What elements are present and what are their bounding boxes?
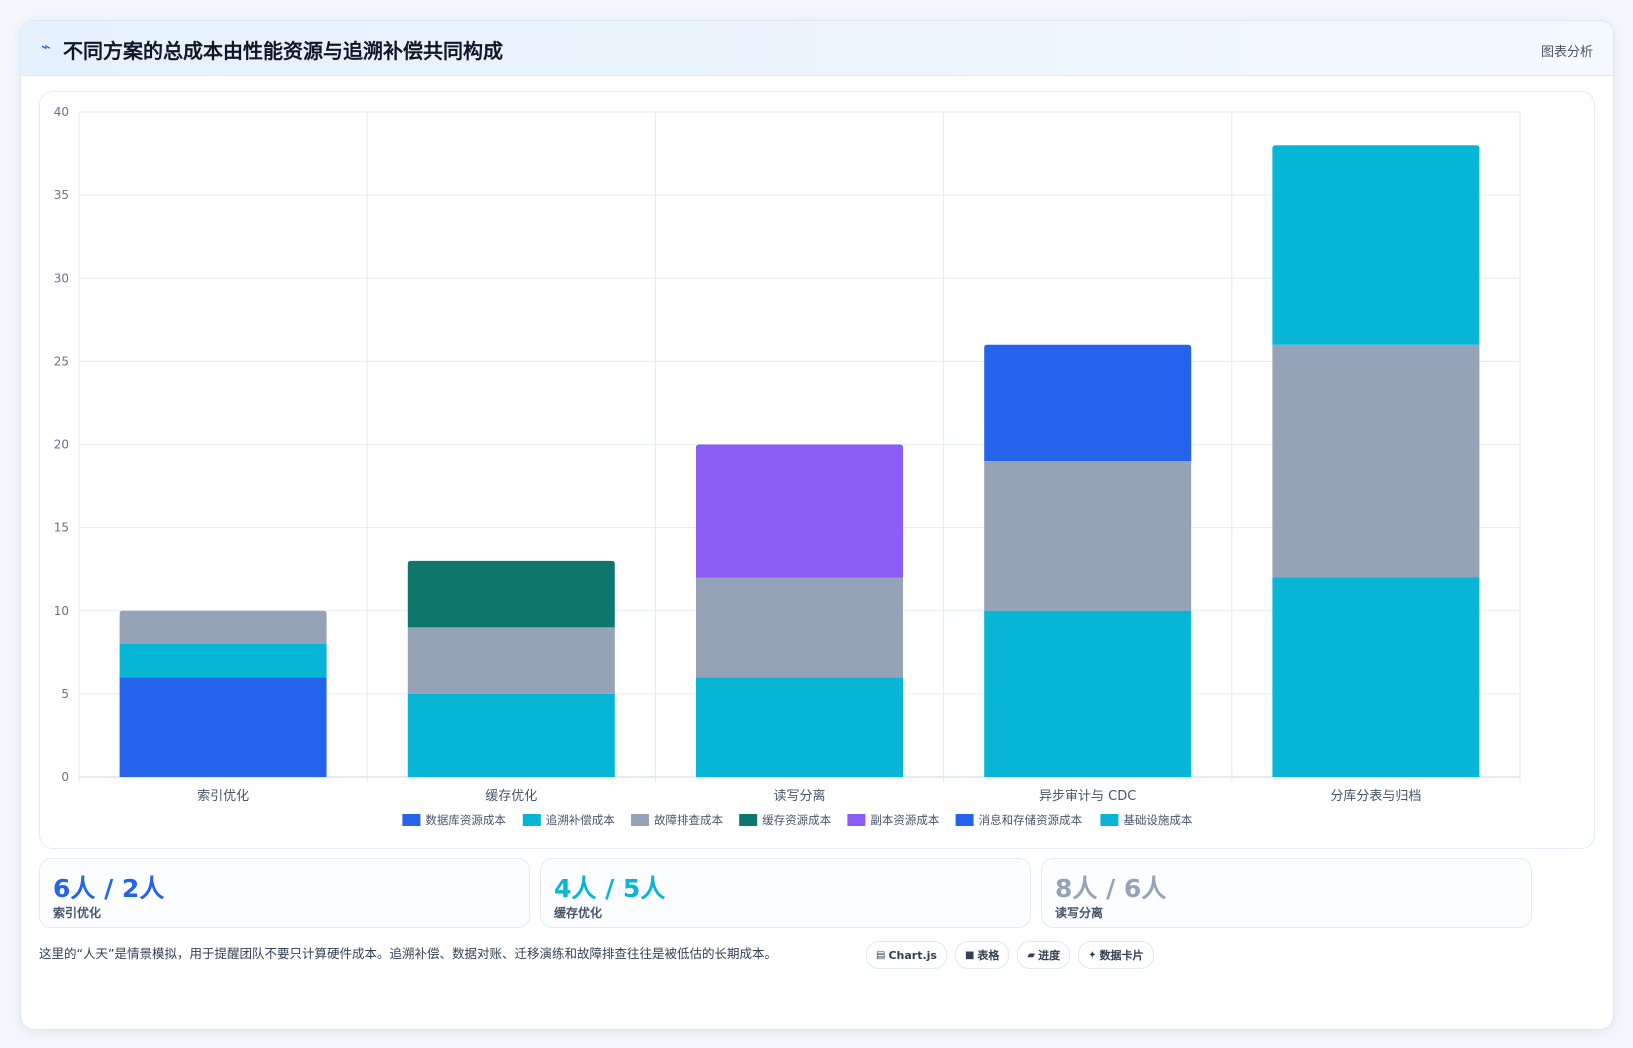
legend-label: 基础设施成本 [1123, 813, 1192, 827]
header-tag: 图表分析 [1540, 45, 1593, 60]
y-tick-label: 25 [54, 354, 69, 368]
stat-card-index: 6人 / 2人 索引优化 [39, 858, 530, 928]
legend-swatch [402, 814, 421, 826]
bar-segment [407, 627, 615, 694]
y-tick-label: 30 [54, 271, 69, 285]
legend-label: 消息和存储资源成本 [979, 813, 1083, 827]
chart-icon: ▤ [876, 949, 886, 961]
legend-swatch [1100, 814, 1119, 826]
bar-segment [407, 693, 615, 777]
pulse-icon: ⌁ [41, 37, 51, 56]
bar-segment [119, 644, 327, 678]
x-tick-label: 缓存优化 [485, 789, 537, 804]
chip-table[interactable]: ■ 表格 [954, 941, 1010, 969]
sparkle-icon: ✦ [1088, 949, 1097, 961]
legend-label: 数据库资源成本 [425, 813, 506, 827]
legend-swatch [739, 814, 758, 826]
y-tick-label: 0 [61, 770, 69, 784]
y-tick-label: 15 [54, 521, 69, 535]
bar-segment [1272, 577, 1480, 777]
chip-label: 表格 [977, 949, 1000, 962]
x-tick-label: 读写分离 [773, 788, 825, 804]
legend-swatch [955, 814, 974, 826]
bar-segment [984, 610, 1192, 777]
legend-swatch [847, 814, 866, 826]
table-icon: ■ [964, 949, 975, 961]
panel-header: ⌁ 不同方案的总成本由性能资源与追溯补偿共同构成 图表分析 [21, 21, 1613, 76]
footnote: 这里的“人天”是情景模拟，用于提醒团队不要只计算硬件成本。追溯补偿、数据对账、迁… [39, 946, 777, 961]
progress-icon: ▰ [1027, 949, 1036, 961]
bar-segment [119, 610, 327, 644]
stat-label: 缓存优化 [554, 906, 603, 920]
legend-label: 故障排查成本 [654, 813, 723, 827]
bar-segment [696, 677, 903, 777]
page-title: 不同方案的总成本由性能资源与追溯补偿共同构成 [63, 39, 503, 63]
bar-segment [119, 677, 327, 777]
chip-label: 进度 [1038, 949, 1061, 962]
legend-label: 缓存资源成本 [762, 813, 831, 827]
bar-segment [984, 344, 1192, 462]
chart-panel: ⌁ 不同方案的总成本由性能资源与追溯补偿共同构成 图表分析 0 5 10 15 20 25… [20, 20, 1614, 1030]
y-tick-label: 10 [54, 604, 69, 618]
stat-value: 6人 / 2人 [53, 874, 165, 903]
stat-value: 4人 / 5人 [554, 874, 666, 903]
bar-segment [696, 444, 903, 578]
stacked-bar-chart: 0 5 10 15 20 25 30 35 40 索引优化 缓存优化 读写分离 异步审计与 CDC 分库分… [54, 105, 1521, 827]
chip-progress[interactable]: ▰ 进度 [1017, 941, 1071, 969]
stat-value: 8人 / 6人 [1055, 874, 1167, 903]
bar-segment [696, 577, 903, 678]
legend-label: 副本资源成本 [870, 813, 939, 827]
x-tick-label: 分库分表与归档 [1330, 788, 1421, 804]
y-tick-label: 40 [54, 105, 69, 119]
y-tick-label: 5 [61, 687, 69, 701]
bar-segment [407, 560, 615, 628]
legend-label: 追溯补偿成本 [546, 813, 615, 827]
y-tick-label: 20 [54, 438, 69, 452]
x-tick-label: 异步审计与 CDC [1039, 789, 1136, 804]
chip-label: Chart.js [888, 948, 937, 962]
chip-chartjs[interactable]: ▤ Chart.js [866, 941, 947, 969]
bar-segment [1272, 344, 1480, 578]
stat-card-rw-split: 8人 / 6人 读写分离 [1041, 858, 1532, 928]
bar-segment [1272, 145, 1480, 345]
stat-card-cache: 4人 / 5人 缓存优化 [540, 858, 1031, 928]
stat-label: 索引优化 [53, 906, 102, 920]
chip-row: ▤ Chart.js ■ 表格 ▰ 进度 ✦ 数据卡片 [866, 941, 1154, 969]
y-tick-label: 35 [54, 188, 69, 202]
bar-segment [984, 461, 1192, 611]
chip-data-card[interactable]: ✦ 数据卡片 [1078, 941, 1154, 969]
legend-swatch [631, 814, 649, 826]
x-tick-label: 索引优化 [197, 789, 249, 804]
chip-label: 数据卡片 [1099, 949, 1144, 962]
stat-label: 读写分离 [1055, 906, 1104, 920]
legend-swatch [522, 814, 541, 826]
chart-card: 0 5 10 15 20 25 30 35 40 索引优化 缓存优化 读写分离 异步审计与 CDC 分库分… [39, 91, 1595, 849]
